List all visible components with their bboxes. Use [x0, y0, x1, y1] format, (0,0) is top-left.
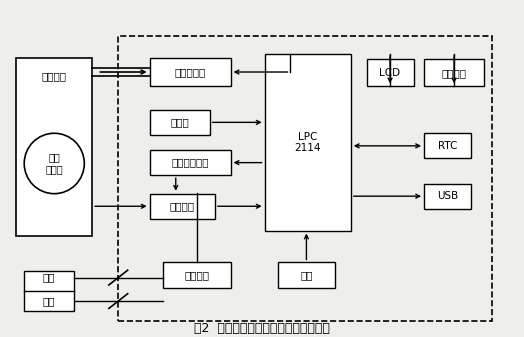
- Text: 电源单元: 电源单元: [184, 270, 209, 280]
- Text: 传感器: 传感器: [170, 117, 189, 127]
- Ellipse shape: [24, 133, 84, 194]
- Bar: [424, 133, 471, 158]
- Bar: [16, 58, 92, 236]
- Text: 气泵放气阀: 气泵放气阀: [174, 67, 206, 77]
- Bar: [118, 36, 492, 321]
- Bar: [424, 59, 484, 86]
- Bar: [150, 194, 215, 219]
- Bar: [265, 54, 351, 231]
- Bar: [150, 110, 210, 135]
- Text: 信号调理: 信号调理: [170, 201, 195, 211]
- Bar: [150, 58, 231, 86]
- Text: USB: USB: [437, 191, 458, 201]
- Bar: [150, 150, 231, 175]
- Bar: [366, 59, 413, 86]
- Text: 脉搏
传感器: 脉搏 传感器: [46, 153, 63, 174]
- Text: 图2  心血管功能参数无创检测系统框图: 图2 心血管功能参数无创检测系统框图: [194, 321, 330, 335]
- Text: 键盘: 键盘: [300, 270, 313, 280]
- Text: RTC: RTC: [438, 141, 457, 151]
- Bar: [24, 271, 74, 311]
- Bar: [163, 263, 231, 288]
- Text: 外存储器: 外存储器: [442, 68, 466, 78]
- Bar: [424, 184, 471, 209]
- Text: LPC
2114: LPC 2114: [294, 132, 321, 153]
- Text: 压力腕带: 压力腕带: [42, 71, 67, 81]
- Text: 增益自动调节: 增益自动调节: [171, 158, 209, 167]
- Text: LCD: LCD: [379, 68, 401, 78]
- Text: 电池: 电池: [43, 296, 56, 306]
- Text: 电源: 电源: [43, 273, 56, 282]
- Bar: [278, 263, 335, 288]
